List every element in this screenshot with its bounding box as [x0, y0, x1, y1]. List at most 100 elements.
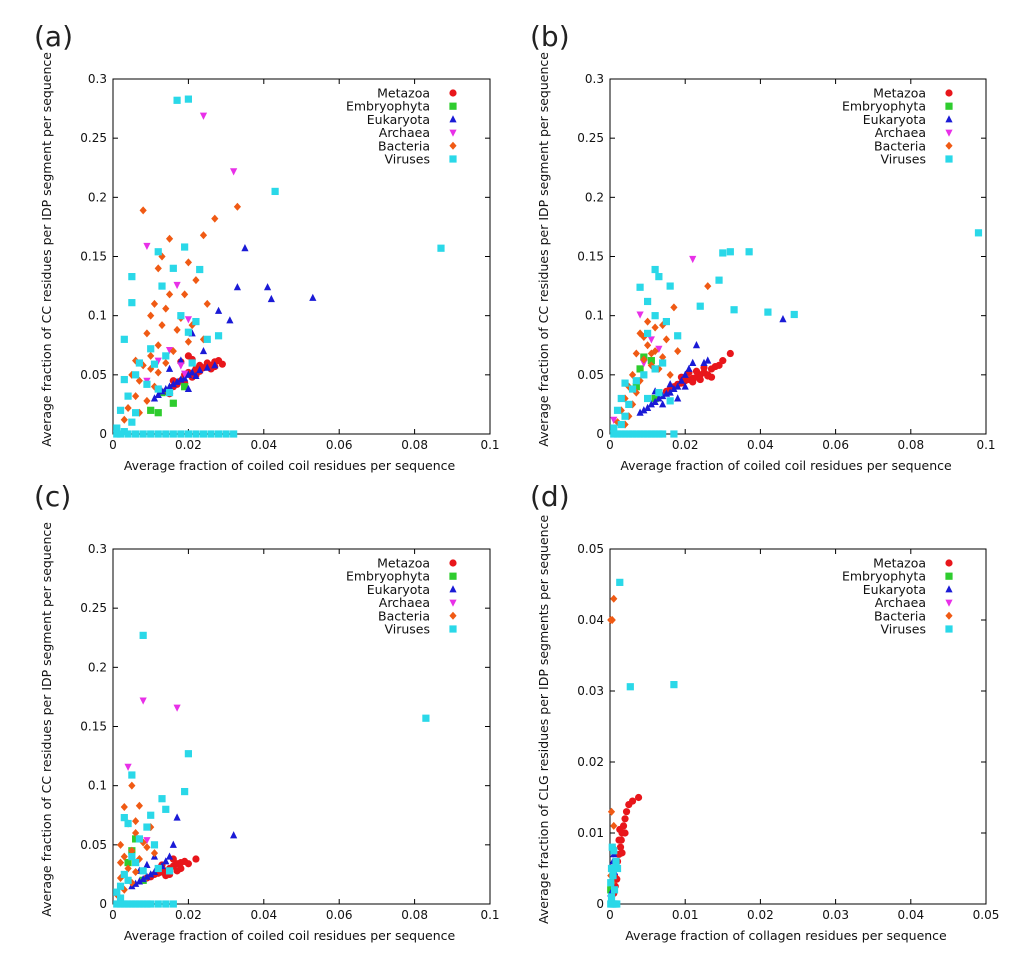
data-point [422, 714, 430, 722]
data-point [143, 860, 151, 868]
data-point [437, 244, 445, 252]
y-tick-label: 0.03 [577, 684, 604, 698]
data-point [628, 385, 637, 393]
data-point [132, 900, 140, 908]
x-tick-label: 0.06 [326, 908, 353, 922]
legend-marker [945, 141, 953, 150]
legend-marker [945, 611, 953, 620]
y-tick-label: 0.3 [88, 542, 107, 556]
data-point [132, 409, 140, 417]
data-point [779, 315, 787, 323]
legend-label: Bacteria [378, 608, 430, 623]
data-point [704, 282, 712, 291]
data-point [147, 311, 155, 320]
data-point [647, 400, 655, 408]
data-point [116, 882, 125, 890]
data-point [169, 840, 177, 848]
data-point [113, 430, 121, 438]
data-point [184, 430, 192, 438]
data-point [640, 355, 648, 364]
legend-marker [449, 611, 457, 620]
data-point [128, 418, 136, 426]
data-point [636, 365, 644, 373]
data-point [135, 835, 143, 843]
data-point [233, 202, 242, 211]
data-point [192, 371, 200, 380]
data-point [659, 430, 667, 438]
data-point [192, 855, 200, 863]
data-point [632, 349, 640, 358]
data-point [162, 304, 170, 313]
data-point [177, 356, 185, 364]
data-point [177, 864, 185, 873]
data-point [132, 879, 140, 887]
data-point [607, 893, 616, 901]
y-tick-label: 0.05 [577, 542, 604, 556]
series-viruses [610, 229, 983, 438]
x-tick-label: 0.06 [822, 438, 849, 452]
legend-label: Viruses [384, 622, 430, 637]
legend-marker [449, 115, 457, 123]
series-viruses [113, 631, 430, 908]
legend-marker [449, 625, 457, 633]
data-point [154, 864, 162, 873]
y-tick-label: 0 [99, 427, 107, 441]
y-tick-label: 0.05 [80, 838, 107, 852]
plot-frame [112, 548, 491, 905]
data-point [184, 860, 192, 868]
data-point [154, 357, 162, 365]
series-archaea [124, 697, 181, 845]
legend-marker [945, 585, 953, 593]
data-point [158, 282, 166, 290]
data-point [636, 408, 644, 416]
x-tick-label: 0 [109, 908, 117, 922]
data-point [670, 430, 678, 438]
data-point [143, 872, 151, 880]
data-point [135, 900, 143, 908]
data-point [616, 825, 624, 834]
legend-label: Eukaryota [863, 112, 926, 127]
data-point [143, 823, 151, 831]
series-archaea [143, 112, 238, 385]
data-point [610, 847, 618, 855]
data-point [120, 814, 128, 822]
y-tick-label: 0.2 [585, 190, 604, 204]
y-tick-label: 0.2 [88, 190, 107, 204]
data-point [124, 430, 132, 438]
data-point [199, 231, 208, 240]
data-point [154, 385, 162, 393]
legend-marker [449, 559, 457, 567]
data-point [203, 299, 211, 308]
legend-marker [449, 572, 457, 580]
data-point [647, 349, 655, 358]
data-point [124, 876, 132, 884]
data-point [651, 365, 659, 373]
data-point [120, 428, 128, 436]
x-axis-label: Average fraction of coiled coil residues… [620, 458, 952, 473]
x-tick-label: 0.05 [973, 908, 1000, 922]
data-point [135, 376, 143, 385]
data-point [116, 858, 125, 867]
data-point [165, 364, 174, 372]
legend: MetazoaEmbryophytaEukaryotaArchaeaBacter… [346, 86, 457, 167]
data-point [150, 394, 159, 402]
data-point [670, 303, 678, 312]
data-point [617, 406, 625, 415]
data-point [230, 831, 238, 839]
data-point [666, 397, 674, 405]
data-point [647, 336, 655, 344]
chart-panel-a: (a) 0 0.02 0.04 0.06 0.08 0.1 0 0.05 0.1 0.15 0.2 0.… [34, 20, 500, 473]
data-point [124, 900, 132, 908]
data-point [177, 430, 185, 438]
x-tick-label: 0 [109, 438, 117, 452]
data-point [610, 416, 618, 424]
data-point [621, 815, 629, 823]
y-tick-label: 0.01 [577, 826, 604, 840]
y-tick-label: 0 [596, 427, 604, 441]
data-point [974, 229, 983, 237]
y-tick-label: 0.2 [88, 660, 107, 674]
data-point [625, 400, 633, 409]
legend-marker [945, 115, 953, 123]
data-point [173, 813, 181, 821]
